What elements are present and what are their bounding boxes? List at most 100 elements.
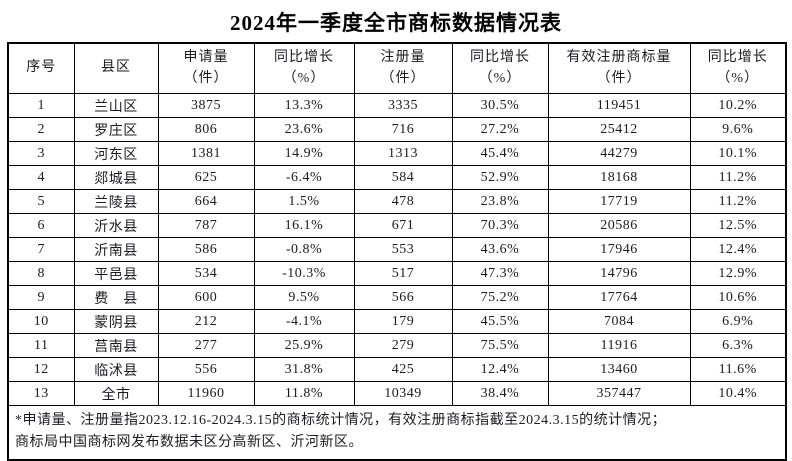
table-cell: 277: [157, 333, 255, 358]
table-cell: 425: [353, 357, 453, 382]
table-cell: 625: [157, 165, 255, 190]
table-row: 11 莒南县 277 25.9% 279 75.5% 11916 6.3%: [7, 333, 787, 358]
table-cell: -0.8%: [253, 237, 355, 262]
table-cell: 47.3%: [451, 261, 549, 286]
table-cell: 沂水县: [73, 213, 159, 238]
table-cell: 12.4%: [689, 237, 787, 262]
table-row: 12 临沭县 556 31.8% 425 12.4% 13460 11.6%: [7, 357, 787, 382]
table-cell: 1.5%: [253, 189, 355, 214]
table-cell: 蒙阴县: [73, 309, 159, 334]
footnote: *申请量、注册量指2023.12.16-2024.3.15的商标统计情况，有效注…: [7, 405, 787, 461]
col-header-label: 县区: [101, 60, 131, 76]
table-cell: 556: [157, 357, 255, 382]
col-header-valid-registered-growth: 同比增长 （%）: [689, 42, 787, 94]
table-cell: 70.3%: [451, 213, 549, 238]
table-row: 5 兰陵县 664 1.5% 478 23.8% 17719 11.2%: [7, 189, 787, 214]
table-cell: -6.4%: [253, 165, 355, 190]
table-cell: 566: [353, 285, 453, 310]
table-cell: 17764: [547, 285, 691, 310]
table-header-row: 序号 县区 申请量 （件） 同比增长 （%） 注册量 （件） 同比增长 （%）: [7, 42, 787, 94]
trademark-data-table: 序号 县区 申请量 （件） 同比增长 （%） 注册量 （件） 同比增长 （%）: [7, 42, 787, 461]
table-cell: 3335: [353, 93, 453, 118]
table-cell: 6.3%: [689, 333, 787, 358]
table-cell: 莒南县: [73, 333, 159, 358]
table-cell: 279: [353, 333, 453, 358]
table-cell: 517: [353, 261, 453, 286]
table-cell: 2: [7, 117, 75, 142]
table-row: 8 平邑县 534 -10.3% 517 47.3% 14796 12.9%: [7, 261, 787, 286]
table-cell: 75.2%: [451, 285, 549, 310]
table-cell: 11960: [157, 381, 255, 406]
col-header-unit: （%）: [478, 70, 522, 86]
col-header-label: 序号: [26, 60, 57, 76]
table-cell: 14.9%: [253, 141, 355, 166]
table-cell: 11.6%: [689, 357, 787, 382]
col-header-unit: （件）: [183, 70, 229, 86]
table-cell: 6: [7, 213, 75, 238]
table-cell: 7084: [547, 309, 691, 334]
table-cell: -10.3%: [253, 261, 355, 286]
table-cell: 罗庄区: [73, 117, 159, 142]
table-cell: 25412: [547, 117, 691, 142]
table-footer: *申请量、注册量指2023.12.16-2024.3.15的商标统计情况，有效注…: [7, 405, 787, 461]
table-cell: 179: [353, 309, 453, 334]
table-cell: 20586: [547, 213, 691, 238]
table-cell: 31.8%: [253, 357, 355, 382]
table-cell: 14796: [547, 261, 691, 286]
table-row: 13 全市 11960 11.8% 10349 38.4% 357447 10.4%: [7, 381, 787, 406]
page-title: 2024年一季度全市商标数据情况表: [230, 11, 562, 35]
table-cell: 212: [157, 309, 255, 334]
table-cell: 9: [7, 285, 75, 310]
table-cell: 43.6%: [451, 237, 549, 262]
table-cell: 11.2%: [689, 189, 787, 214]
table-cell: 27.2%: [451, 117, 549, 142]
table-cell: 兰山区: [73, 93, 159, 118]
table-cell: 1313: [353, 141, 453, 166]
col-header-applications: 申请量 （件）: [157, 42, 255, 94]
table-row: 6 沂水县 787 16.1% 671 70.3% 20586 12.5%: [7, 213, 787, 238]
table-cell: 671: [353, 213, 453, 238]
table-cell: 11.2%: [689, 165, 787, 190]
table-cell: 16.1%: [253, 213, 355, 238]
table-cell: 3: [7, 141, 75, 166]
footnote-line-1: *申请量、注册量指2023.12.16-2024.3.15的商标统计情况，有效注…: [15, 413, 667, 428]
table-cell: 10.6%: [689, 285, 787, 310]
table-cell: 郯城县: [73, 165, 159, 190]
table-cell: 10: [7, 309, 75, 334]
table-cell: 787: [157, 213, 255, 238]
table-cell: 9.5%: [253, 285, 355, 310]
table-row: 3 河东区 1381 14.9% 1313 45.4% 44279 10.1%: [7, 141, 787, 166]
table-cell: 1381: [157, 141, 255, 166]
table-cell: 10349: [353, 381, 453, 406]
table-cell: 10.2%: [689, 93, 787, 118]
table-cell: 45.5%: [451, 309, 549, 334]
table-cell: 7: [7, 237, 75, 262]
table-cell: 全市: [73, 381, 159, 406]
table-cell: 478: [353, 189, 453, 214]
col-header-index: 序号: [7, 42, 75, 94]
table-cell: 600: [157, 285, 255, 310]
col-header-label: 有效注册商标量: [566, 50, 672, 66]
table-cell: 9.6%: [689, 117, 787, 142]
col-header-registrations: 注册量 （件）: [353, 42, 453, 94]
table-cell: 119451: [547, 93, 691, 118]
table-cell: 13.3%: [253, 93, 355, 118]
table-cell: 664: [157, 189, 255, 214]
table-row: 1 兰山区 3875 13.3% 3335 30.5% 119451 10.2%: [7, 93, 787, 118]
col-header-valid-registered-trademarks: 有效注册商标量 （件）: [547, 42, 691, 94]
table-cell: 357447: [547, 381, 691, 406]
table-cell: 10.4%: [689, 381, 787, 406]
table-row: 10 蒙阴县 212 -4.1% 179 45.5% 7084 6.9%: [7, 309, 787, 334]
col-header-unit: （%）: [282, 70, 326, 86]
table-cell: 44279: [547, 141, 691, 166]
table-cell: -4.1%: [253, 309, 355, 334]
col-header-unit: （件）: [380, 70, 426, 86]
table-cell: 8: [7, 261, 75, 286]
table-cell: 12: [7, 357, 75, 382]
table-cell: 75.5%: [451, 333, 549, 358]
table-cell: 17946: [547, 237, 691, 262]
col-header-district: 县区: [73, 42, 159, 94]
table-cell: 38.4%: [451, 381, 549, 406]
table-cell: 1: [7, 93, 75, 118]
table-cell: 716: [353, 117, 453, 142]
